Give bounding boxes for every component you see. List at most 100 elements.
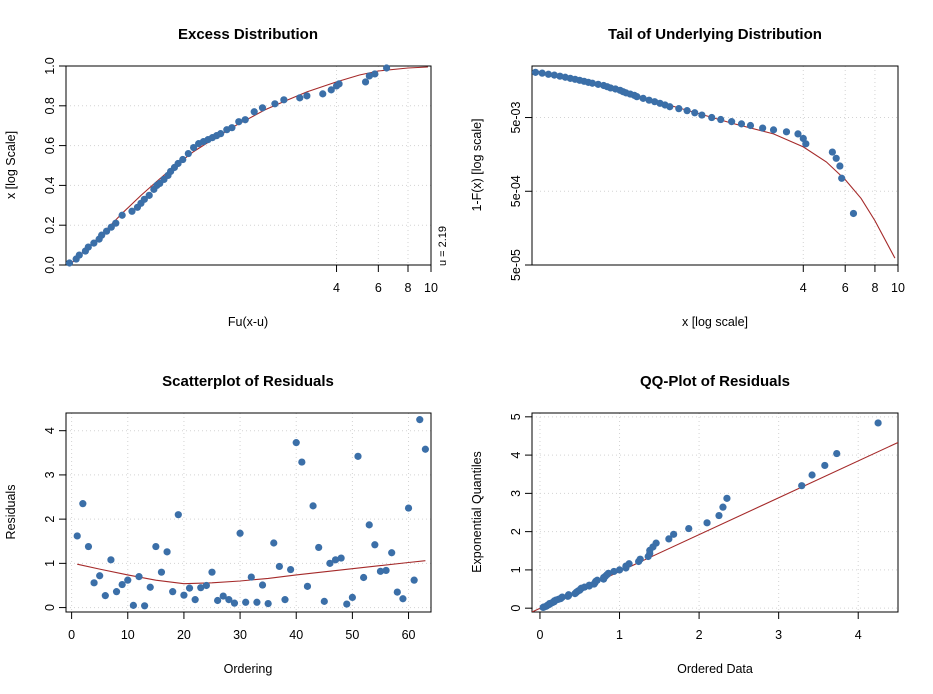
panel-excess-distribution: Excess Distribution Fu(x-u) x [log Scale… bbox=[4, 26, 449, 329]
data-point bbox=[118, 211, 126, 219]
data-point bbox=[416, 416, 424, 424]
data-point bbox=[235, 118, 243, 126]
data-point bbox=[404, 504, 413, 512]
data-point bbox=[610, 567, 618, 576]
data-point bbox=[242, 598, 250, 606]
chart-title: Scatterplot of Residuals bbox=[162, 373, 334, 390]
data-point bbox=[360, 573, 368, 582]
data-point bbox=[832, 154, 840, 162]
data-point bbox=[79, 500, 87, 508]
data-point bbox=[365, 72, 373, 80]
x-tick-label: 10 bbox=[121, 628, 135, 642]
data-point bbox=[236, 529, 244, 537]
data-point bbox=[371, 541, 379, 549]
data-point bbox=[717, 115, 725, 124]
data-point bbox=[565, 591, 573, 599]
data-point bbox=[98, 231, 106, 239]
fitted-curve bbox=[77, 560, 426, 585]
data-point bbox=[270, 539, 278, 547]
data-point bbox=[228, 124, 236, 132]
data-point bbox=[163, 548, 171, 556]
data-point bbox=[723, 494, 731, 502]
data-point bbox=[354, 452, 362, 460]
data-point bbox=[298, 458, 306, 466]
data-point bbox=[675, 105, 683, 113]
x-axis-label: x [log scale] bbox=[682, 315, 748, 329]
data-point bbox=[65, 259, 74, 267]
data-point bbox=[365, 521, 373, 529]
y-tick-label: 0 bbox=[43, 604, 57, 611]
data-point bbox=[594, 80, 602, 88]
x-tick-label: 0 bbox=[68, 628, 75, 642]
data-point bbox=[96, 572, 104, 580]
data-point bbox=[124, 576, 132, 584]
data-point bbox=[691, 109, 699, 117]
y-tick-label: 1 bbox=[43, 560, 57, 567]
data-point bbox=[264, 599, 272, 608]
data-point bbox=[303, 92, 311, 100]
data-point bbox=[184, 149, 192, 158]
data-point bbox=[636, 555, 644, 563]
data-point bbox=[241, 116, 249, 124]
data-point bbox=[129, 601, 137, 609]
data-point bbox=[410, 576, 418, 584]
x-tick-label: 8 bbox=[871, 281, 878, 295]
x-tick-label: 30 bbox=[233, 628, 247, 642]
data-point bbox=[798, 482, 806, 490]
data-point bbox=[625, 560, 633, 568]
data-point bbox=[348, 593, 356, 602]
data-point bbox=[538, 69, 546, 77]
x-tick-label: 10 bbox=[424, 281, 438, 295]
y-tick-label: 5e-03 bbox=[509, 102, 523, 134]
data-point bbox=[327, 86, 335, 94]
data-point bbox=[219, 592, 227, 600]
y-tick-label: 1 bbox=[509, 566, 523, 573]
data-point bbox=[258, 104, 267, 112]
data-point bbox=[75, 251, 83, 259]
data-point bbox=[247, 573, 255, 581]
data-point bbox=[73, 532, 81, 540]
plot-frame bbox=[65, 65, 432, 266]
data-point bbox=[821, 461, 829, 470]
data-point bbox=[838, 174, 846, 182]
data-point bbox=[197, 584, 205, 592]
data-point bbox=[652, 539, 660, 547]
y-axis-label: Exponential Quantiles bbox=[470, 451, 484, 573]
x-axis-label: Ordered Data bbox=[677, 662, 753, 676]
plot-frame bbox=[531, 412, 899, 613]
data-point bbox=[250, 108, 258, 116]
y-tick-label: 0.6 bbox=[43, 137, 57, 154]
data-point bbox=[665, 535, 673, 543]
data-point bbox=[361, 78, 370, 86]
data-point bbox=[107, 556, 115, 564]
x-axis-label: Fu(x-u) bbox=[228, 315, 268, 329]
plot-frame bbox=[531, 65, 899, 266]
data-point bbox=[639, 94, 647, 102]
data-point bbox=[737, 120, 746, 128]
data-point bbox=[112, 588, 121, 596]
data-point bbox=[728, 118, 736, 126]
data-point bbox=[179, 155, 187, 164]
y-tick-label: 0.2 bbox=[43, 216, 57, 233]
data-point bbox=[191, 596, 199, 604]
y-tick-label: 0 bbox=[509, 605, 523, 612]
data-point bbox=[544, 70, 553, 78]
data-point bbox=[152, 542, 160, 551]
data-point bbox=[292, 439, 300, 447]
data-point bbox=[90, 579, 98, 587]
data-point bbox=[799, 134, 807, 143]
data-point bbox=[146, 583, 154, 591]
data-point bbox=[141, 602, 149, 610]
data-point bbox=[217, 130, 225, 138]
x-tick-label: 60 bbox=[402, 628, 416, 642]
x-tick-label: 8 bbox=[405, 281, 412, 295]
chart-title: Tail of Underlying Distribution bbox=[608, 26, 822, 43]
x-tick-label: 1 bbox=[616, 628, 623, 642]
data-point bbox=[335, 80, 343, 88]
data-point bbox=[550, 71, 558, 79]
data-point bbox=[588, 79, 596, 87]
data-point bbox=[874, 419, 882, 427]
data-point bbox=[685, 524, 693, 533]
panel-tail-distribution: Tail of Underlying Distribution x [log s… bbox=[470, 26, 905, 329]
